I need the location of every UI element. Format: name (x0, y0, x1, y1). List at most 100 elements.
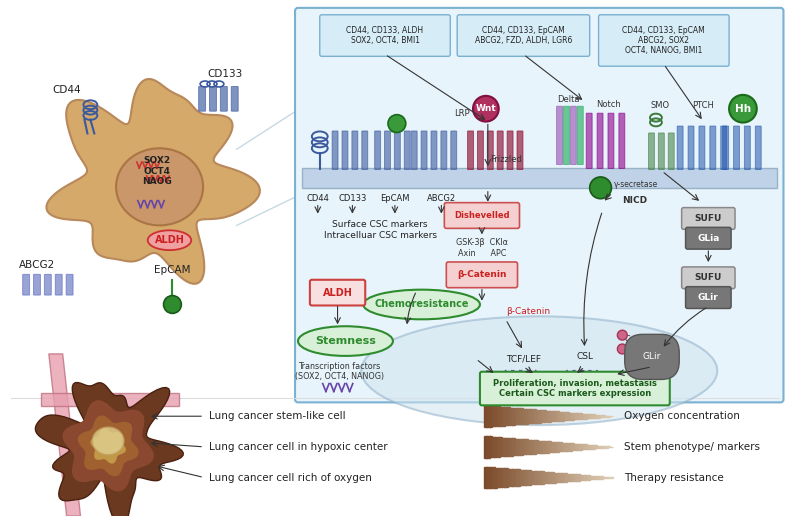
Text: Lung cancer stem-like cell: Lung cancer stem-like cell (209, 411, 345, 421)
Bar (566, 412, 569, 420)
Bar (484, 436, 487, 458)
Bar (559, 412, 561, 421)
Bar (535, 440, 538, 454)
Bar (538, 441, 541, 453)
Text: Proliferation, invasion, metastasis
Certain CSC markers expression: Proliferation, invasion, metastasis Cert… (493, 379, 657, 398)
Text: GLia: GLia (697, 234, 720, 243)
Bar (602, 415, 605, 417)
Bar (584, 414, 587, 419)
Polygon shape (35, 383, 183, 519)
FancyBboxPatch shape (375, 131, 380, 170)
Bar (589, 414, 592, 418)
FancyBboxPatch shape (618, 113, 625, 169)
Bar (517, 470, 521, 486)
FancyBboxPatch shape (457, 15, 590, 57)
Bar (505, 407, 508, 426)
Bar (512, 469, 515, 486)
FancyBboxPatch shape (688, 126, 694, 170)
FancyBboxPatch shape (487, 131, 494, 170)
FancyBboxPatch shape (755, 126, 761, 170)
Circle shape (729, 95, 757, 122)
Bar (520, 408, 523, 424)
Bar (595, 445, 598, 448)
Bar (574, 413, 577, 419)
FancyBboxPatch shape (55, 275, 62, 295)
Bar (486, 436, 490, 458)
Ellipse shape (363, 290, 480, 319)
Ellipse shape (148, 230, 191, 250)
Text: CD44: CD44 (306, 194, 330, 203)
Bar (507, 469, 510, 486)
Polygon shape (78, 415, 139, 476)
FancyBboxPatch shape (599, 15, 729, 66)
Bar (582, 475, 584, 480)
Text: Dishevelled: Dishevelled (454, 211, 509, 220)
Bar (559, 442, 561, 452)
Bar (515, 408, 518, 425)
Text: ABCG2: ABCG2 (19, 260, 56, 270)
Text: Frizzled: Frizzled (490, 155, 521, 163)
Text: ABCG2: ABCG2 (427, 194, 456, 203)
Text: PTCH: PTCH (693, 101, 714, 110)
Bar (525, 440, 528, 454)
Bar (587, 414, 590, 418)
Text: EpCAM: EpCAM (380, 194, 410, 203)
Bar (597, 476, 600, 479)
Bar (533, 471, 536, 484)
Bar (568, 474, 572, 481)
Bar (589, 445, 592, 449)
FancyBboxPatch shape (498, 131, 503, 170)
Polygon shape (41, 393, 179, 406)
Bar (512, 439, 515, 455)
Bar (492, 467, 494, 488)
Circle shape (618, 344, 627, 354)
Bar (509, 469, 513, 486)
Bar (597, 415, 600, 417)
Bar (602, 476, 605, 479)
Bar (520, 470, 523, 485)
Bar (489, 436, 492, 457)
Text: CD133: CD133 (338, 194, 367, 203)
Bar (492, 406, 494, 427)
Text: CD44, CD133, EpCAM
ABCG2, FZD, ALDH, LGR6: CD44, CD133, EpCAM ABCG2, FZD, ALDH, LGR… (474, 26, 572, 45)
Circle shape (473, 96, 499, 121)
Bar (528, 440, 531, 454)
Bar (486, 405, 490, 427)
FancyBboxPatch shape (45, 275, 51, 295)
Text: Oxygen concentration: Oxygen concentration (624, 411, 740, 421)
Bar (545, 472, 548, 483)
Bar (587, 445, 590, 449)
Bar (564, 412, 567, 420)
Text: LRP: LRP (455, 109, 470, 118)
FancyBboxPatch shape (451, 131, 457, 170)
FancyBboxPatch shape (571, 106, 576, 165)
FancyBboxPatch shape (658, 133, 665, 170)
Bar (579, 444, 582, 449)
Polygon shape (91, 428, 126, 463)
FancyBboxPatch shape (649, 133, 654, 170)
Bar (530, 471, 533, 484)
Bar (502, 468, 505, 487)
Ellipse shape (92, 427, 124, 455)
Bar (509, 407, 513, 425)
Bar (599, 446, 603, 448)
FancyBboxPatch shape (480, 372, 669, 405)
Text: SMO: SMO (650, 101, 669, 110)
Bar (556, 442, 559, 452)
FancyBboxPatch shape (421, 131, 427, 170)
Bar (484, 467, 487, 488)
Bar (564, 473, 567, 482)
FancyBboxPatch shape (699, 126, 705, 170)
Text: Delta: Delta (556, 95, 579, 104)
Text: CSL: CSL (576, 352, 593, 361)
Bar (556, 412, 559, 421)
FancyBboxPatch shape (478, 131, 483, 170)
Text: β-Catenin: β-Catenin (505, 307, 550, 316)
FancyBboxPatch shape (22, 275, 29, 295)
Bar (545, 411, 548, 422)
Bar (535, 409, 538, 423)
FancyBboxPatch shape (412, 131, 417, 170)
FancyBboxPatch shape (597, 113, 603, 169)
FancyBboxPatch shape (556, 106, 563, 165)
Bar (576, 474, 579, 481)
